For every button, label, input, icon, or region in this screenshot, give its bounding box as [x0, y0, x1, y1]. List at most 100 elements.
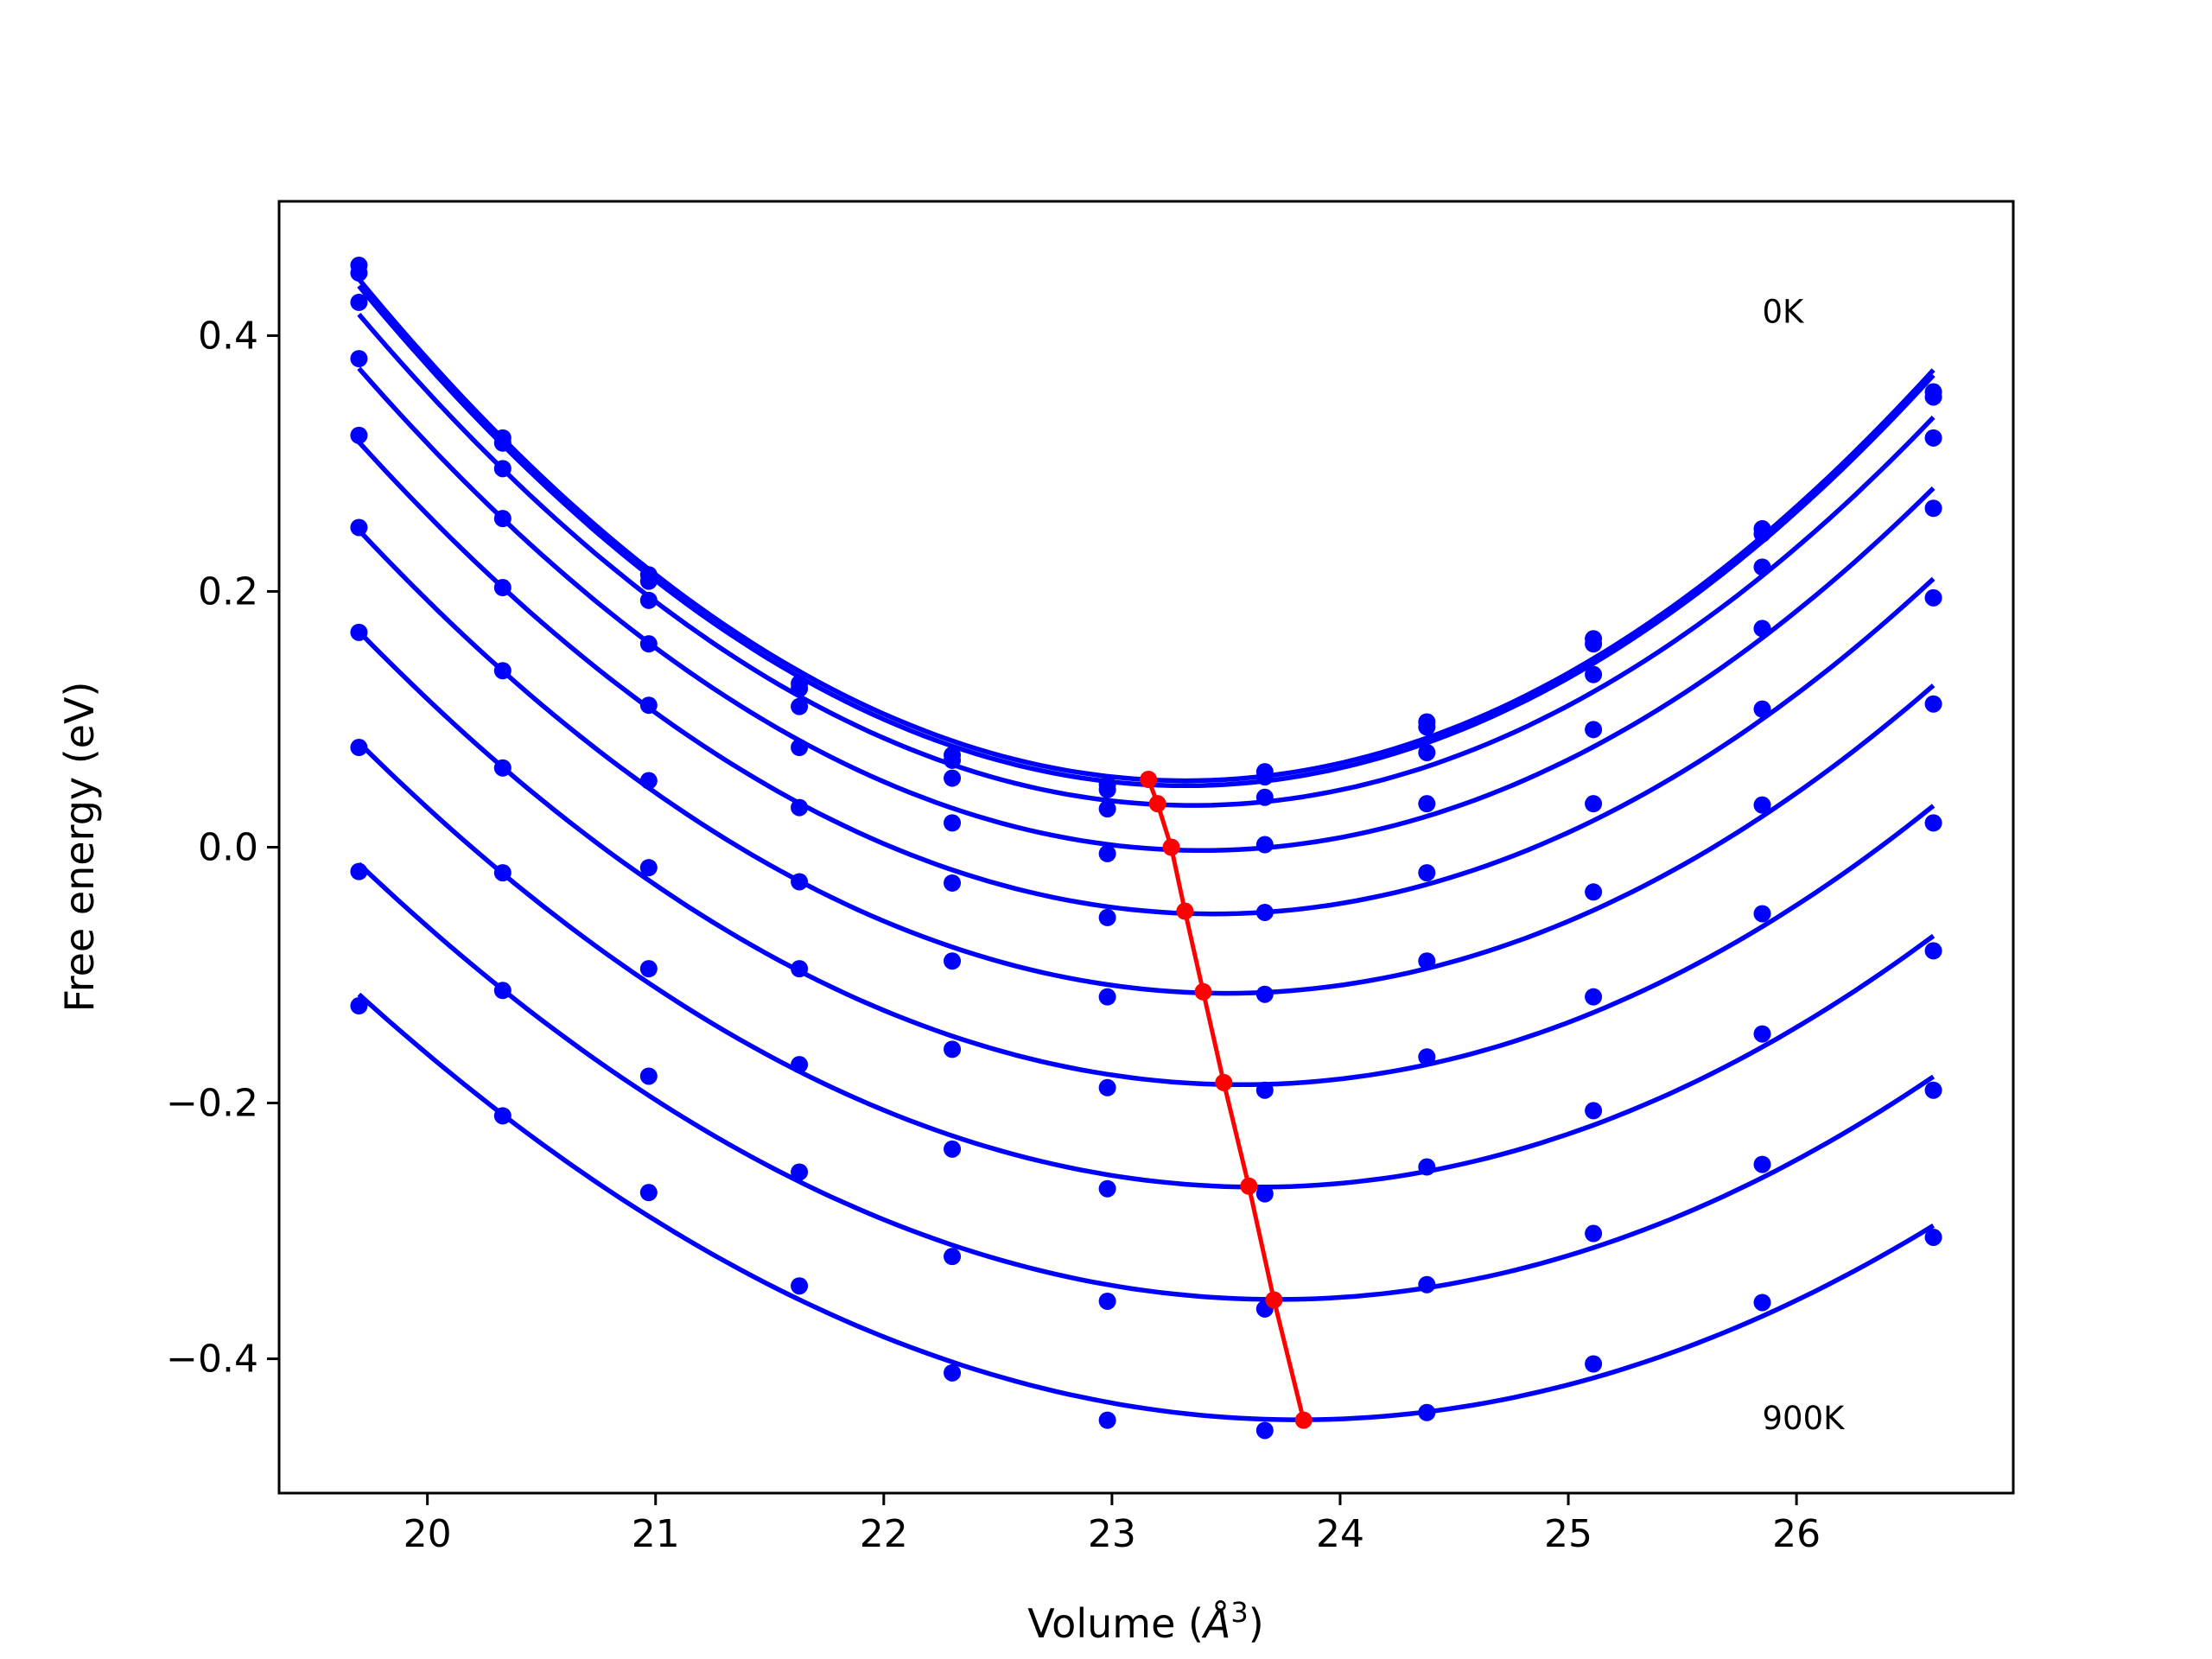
data-point: [493, 579, 512, 597]
data-point: [1585, 721, 1603, 739]
data-point: [1585, 635, 1603, 653]
data-point: [1924, 695, 1942, 713]
data-point: [791, 960, 809, 978]
data-point: [639, 859, 658, 877]
data-point: [1924, 429, 1942, 447]
data-point: [1924, 1081, 1942, 1099]
data-point: [639, 960, 658, 978]
data-point: [944, 1040, 962, 1058]
minimum-point: [1240, 1177, 1258, 1195]
data-point: [1098, 800, 1116, 818]
annotation-label: 0K: [1763, 294, 1806, 331]
fit-curve-7: [357, 741, 1936, 1190]
y-tick-label: −0.2: [166, 1082, 258, 1126]
data-point: [639, 1067, 658, 1085]
data-point: [791, 1163, 809, 1181]
minimum-point: [1265, 1291, 1283, 1309]
data-point: [791, 739, 809, 757]
data-point: [350, 623, 368, 641]
data-point: [1753, 524, 1771, 543]
fit-curve-2: [357, 313, 1936, 808]
data-point: [493, 1107, 512, 1125]
fit-curve-3: [357, 366, 1936, 854]
data-point: [1098, 1411, 1116, 1429]
data-point: [1098, 988, 1116, 1006]
data-point: [1753, 700, 1771, 718]
data-point: [1098, 1292, 1116, 1310]
data-point: [1924, 388, 1942, 406]
data-point: [1418, 1403, 1436, 1421]
y-tick-label: −0.4: [166, 1338, 258, 1382]
data-point: [1418, 795, 1436, 813]
data-point: [944, 874, 962, 892]
data-point: [1098, 844, 1116, 862]
minimum-point: [1294, 1411, 1313, 1429]
data-point: [791, 697, 809, 715]
fit-curve-5: [357, 528, 1936, 996]
minimum-point: [1215, 1073, 1233, 1091]
data-point: [1418, 1275, 1436, 1294]
x-tick-label: 26: [1772, 1512, 1821, 1556]
data-point: [944, 1248, 962, 1266]
data-point: [639, 772, 658, 790]
minimum-point: [1148, 795, 1166, 813]
data-point: [1255, 788, 1274, 806]
data-point: [1924, 588, 1942, 607]
data-point: [1924, 1228, 1942, 1246]
data-point: [1753, 620, 1771, 638]
x-tick-label: 21: [632, 1512, 680, 1556]
data-point: [350, 426, 368, 444]
data-point: [1753, 905, 1771, 923]
data-point: [639, 635, 658, 653]
data-point: [1255, 1421, 1274, 1440]
data-point: [944, 952, 962, 970]
data-point: [1418, 1158, 1436, 1176]
minimum-point: [1176, 902, 1194, 920]
data-point: [1753, 1155, 1771, 1173]
data-point: [1255, 1185, 1274, 1203]
data-point: [944, 1363, 962, 1382]
data-point: [1418, 718, 1436, 736]
data-point: [1924, 942, 1942, 960]
data-point: [1585, 1355, 1603, 1373]
data-point: [493, 982, 512, 1000]
data-point: [791, 873, 809, 891]
data-point: [1585, 1102, 1603, 1120]
fit-curve-4: [357, 440, 1936, 917]
y-tick-label: 0.2: [198, 569, 258, 613]
data-point: [639, 1184, 658, 1202]
axes-frame: [277, 200, 2015, 1495]
x-tick-label: 23: [1088, 1512, 1136, 1556]
data-point: [493, 434, 512, 452]
x-tick-label: 24: [1316, 1512, 1364, 1556]
data-point: [350, 518, 368, 537]
data-point: [1585, 988, 1603, 1006]
y-axis-label: Free energy (eV): [56, 682, 103, 1013]
data-point: [350, 293, 368, 311]
data-point: [1098, 780, 1116, 798]
data-point: [1418, 1048, 1436, 1066]
data-point: [493, 864, 512, 882]
y-axis-ticks: 0.4 0.2 0.0 −0.2 −0.4: [166, 314, 279, 1382]
x-tick-label: 25: [1544, 1512, 1592, 1556]
data-point: [1418, 864, 1436, 882]
data-point: [1255, 768, 1274, 786]
data-point: [350, 739, 368, 757]
y-tick-label: 0.4: [198, 314, 258, 358]
data-point: [493, 460, 512, 478]
data-point: [1924, 814, 1942, 832]
x-axis-label: Volume (Å3): [1027, 1596, 1263, 1647]
data-point: [493, 759, 512, 777]
minimum-point: [1194, 982, 1212, 1001]
data-point: [791, 1277, 809, 1295]
data-point: [493, 662, 512, 680]
annotation-label: 900K: [1763, 1400, 1847, 1437]
plot-area: [350, 257, 1942, 1440]
data-point: [1098, 1078, 1116, 1096]
data-point: [791, 1056, 809, 1074]
data-point: [1753, 1294, 1771, 1312]
data-point: [350, 264, 368, 282]
data-point: [639, 572, 658, 590]
